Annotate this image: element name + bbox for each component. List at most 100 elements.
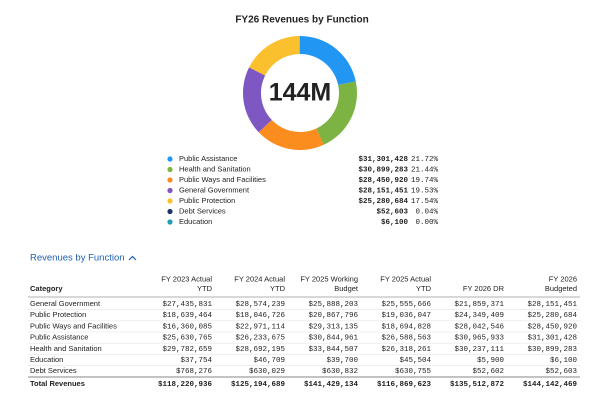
legend-swatch	[167, 209, 172, 214]
row-label: Education	[30, 355, 63, 364]
table-cell: $28,042,546	[454, 323, 504, 331]
legend-label: Public Assistance	[179, 154, 237, 163]
legend-label: General Government	[179, 185, 250, 194]
table-cell: $25,555,666	[381, 301, 431, 309]
section-title[interactable]: Revenues by Function	[30, 253, 125, 264]
column-header: Category	[30, 284, 63, 293]
table-cell: $22,971,114	[235, 323, 285, 331]
legend-swatch	[167, 198, 172, 203]
table-cell: $28,574,239	[235, 301, 285, 309]
table-cell: $25,888,203	[308, 301, 358, 309]
table-cell: $21,859,371	[454, 301, 504, 309]
legend-swatch	[167, 188, 172, 193]
table-cell: $24,349,409	[454, 312, 504, 320]
table-cell: $25,280,684	[527, 312, 577, 320]
column-header: YTD	[270, 284, 286, 293]
table-cell: $26,588,563	[381, 335, 431, 343]
table-cell: $27,435,831	[162, 301, 212, 309]
legend-value: $6,100	[381, 219, 409, 227]
table-cell: $26,233,675	[235, 335, 285, 343]
row-label: General Government	[30, 299, 101, 308]
table-cell: $30,965,933	[454, 335, 504, 343]
row-label: Public Ways and Facilities	[30, 321, 117, 330]
legend-share: 19.74%	[411, 177, 439, 185]
legend-share: 21.72%	[411, 156, 439, 164]
table-cell: $630,029	[249, 368, 285, 376]
legend-label: Public Protection	[179, 196, 235, 205]
legend-share: 0.00%	[415, 219, 438, 227]
chart-title: FY26 Revenues by Function	[235, 15, 368, 26]
legend-swatch	[167, 156, 172, 161]
legend-value: $31,301,428	[358, 156, 408, 164]
table-cell: $52,602	[472, 368, 504, 376]
center-label: 144M	[269, 79, 332, 107]
row-label: Public Assistance	[30, 333, 88, 342]
column-header: FY 2025 Working	[300, 274, 358, 283]
legend-label: Public Ways and Facilities	[179, 175, 266, 184]
total-cell: $135,512,872	[450, 381, 505, 389]
table-cell: $29,313,135	[308, 323, 358, 331]
table-cell: $26,318,261	[381, 346, 431, 354]
table-cell: $30,844,961	[308, 335, 358, 343]
legend-value: $25,280,684	[358, 198, 408, 206]
total-cell: $118,220,936	[158, 381, 213, 389]
table-cell: $18,639,464	[162, 312, 212, 320]
legend-share: 0.04%	[415, 208, 438, 216]
table-cell: $18,046,726	[235, 312, 285, 320]
table-cell: $31,301,428	[527, 335, 577, 343]
table-cell: $630,832	[322, 368, 358, 376]
table-cell: $25,630,765	[162, 335, 212, 343]
table-cell: $28,151,451	[527, 301, 577, 309]
total-cell: $116,869,623	[377, 381, 432, 389]
table-cell: $39,700	[326, 357, 358, 365]
column-header: FY 2023 Actual	[161, 274, 212, 283]
table-cell: $6,100	[550, 357, 578, 365]
column-header: FY 2024 Actual	[234, 274, 285, 283]
total-label: Total Revenues	[30, 379, 85, 388]
table-cell: $16,360,085	[162, 323, 212, 331]
legend-value: $28,450,920	[358, 177, 408, 185]
table-cell: $19,036,047	[381, 312, 431, 320]
column-header: YTD	[197, 284, 213, 293]
column-header: YTD	[416, 284, 432, 293]
table-cell: $29,782,659	[162, 346, 212, 354]
table-cell: $46,709	[253, 357, 285, 365]
legend-value: $52,603	[376, 208, 408, 216]
table-cell: $28,692,195	[235, 346, 285, 354]
table-cell: $30,899,283	[527, 346, 577, 354]
legend-label: Health and Sanitation	[179, 164, 251, 173]
column-header: Budget	[334, 284, 359, 293]
row-label: Public Protection	[30, 310, 86, 319]
legend-swatch	[167, 219, 172, 224]
legend-share: 17.54%	[411, 198, 439, 206]
donut-slice	[249, 36, 300, 75]
legend-share: 21.44%	[411, 166, 439, 174]
table-cell: $18,694,828	[381, 323, 431, 331]
table-cell: $52,603	[545, 368, 577, 376]
legend-swatch	[167, 177, 172, 182]
column-header: FY 2026 DR	[463, 284, 505, 293]
legend-value: $28,151,451	[358, 187, 408, 195]
donut-slice	[259, 120, 324, 150]
donut-slice	[243, 67, 272, 132]
table-cell: $768,276	[176, 368, 213, 376]
collapse-icon[interactable]	[129, 257, 136, 261]
total-cell: $144,142,469	[523, 381, 578, 389]
total-cell: $141,429,134	[304, 381, 359, 389]
row-label: Health and Sanitation	[30, 344, 102, 353]
total-cell: $125,194,689	[231, 381, 286, 389]
legend-swatch	[167, 167, 172, 172]
table-cell: $630,755	[395, 368, 432, 376]
table-cell: $30,237,111	[454, 346, 504, 354]
legend-share: 19.53%	[411, 187, 439, 195]
table-cell: $5,900	[477, 357, 505, 365]
column-header: Budgeted	[545, 284, 577, 293]
table-cell: $37,754	[180, 357, 212, 365]
row-label: Debt Services	[30, 366, 77, 375]
column-header: FY 2025 Actual	[380, 274, 431, 283]
table-cell: $33,844,507	[308, 346, 358, 354]
table-cell: $28,450,920	[527, 323, 577, 331]
legend-label: Debt Services	[179, 206, 226, 215]
column-header: FY 2026	[549, 274, 577, 283]
